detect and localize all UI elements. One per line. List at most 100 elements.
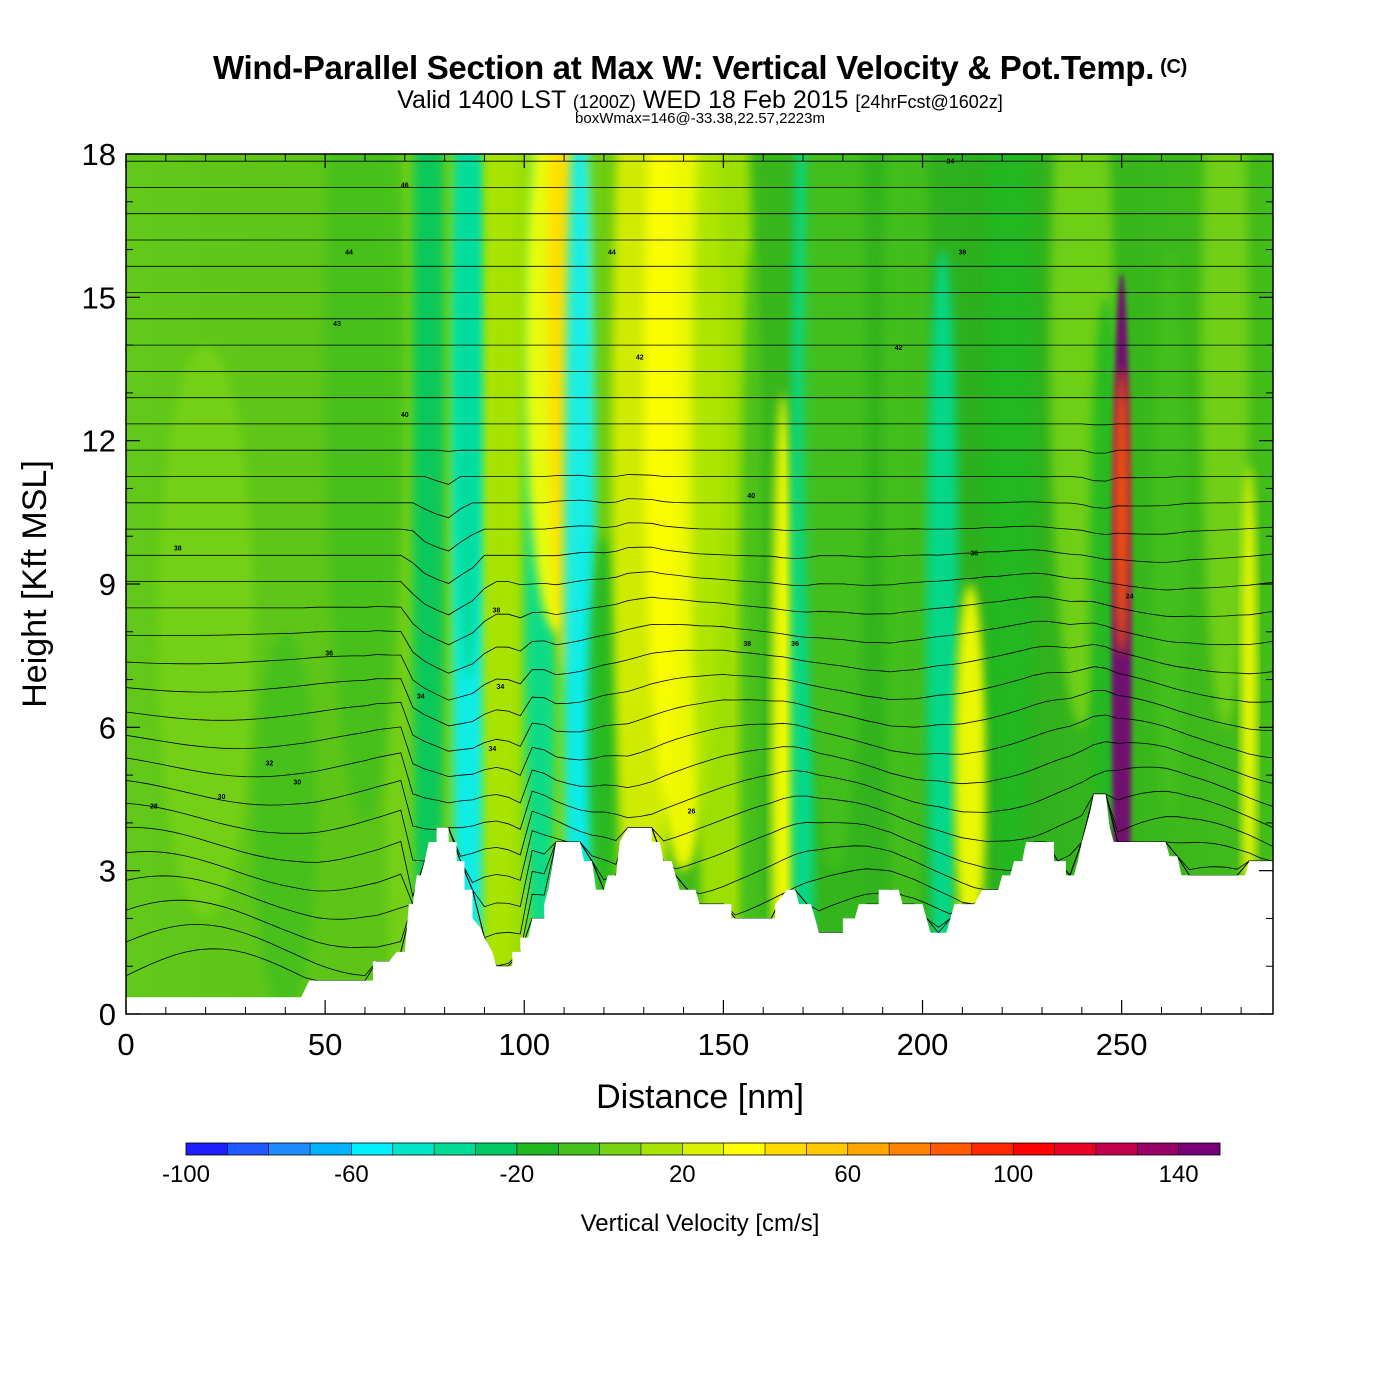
colorbar-tick-label: 100 <box>993 1161 1033 1188</box>
contour-label: 34 <box>417 694 425 701</box>
velocity-cell-9 <box>587 536 620 919</box>
y-tick-label: 9 <box>99 567 116 602</box>
x-tick-label: 100 <box>498 1027 550 1062</box>
contour-label: 36 <box>325 651 333 658</box>
colorbar: -100 -60 -20 20 60 100 140 <box>162 1142 1221 1188</box>
theta-contour-20 <box>126 449 1273 454</box>
colorbar-swatch <box>599 1143 642 1155</box>
theta-contour-12 <box>126 643 1273 701</box>
theta-contour-14 <box>126 596 1273 646</box>
velocity-cell-14 <box>771 393 796 1014</box>
velocity-cell-1 <box>412 154 445 1014</box>
colorbar-swatch <box>889 1143 931 1155</box>
colorbar-swatch <box>971 1143 1014 1155</box>
colorbar-swatch <box>682 1143 724 1155</box>
y-axis-label: Height [Kft MSL] <box>16 460 54 708</box>
terrain-mask <box>126 794 1273 1014</box>
contour-label: 44 <box>345 249 353 256</box>
contour-label: 38 <box>492 608 500 615</box>
contour-label: 46 <box>401 182 409 189</box>
theta-contour-6 <box>126 790 1273 862</box>
y-tick-label: 3 <box>99 854 116 889</box>
theta-contour-17 <box>126 522 1273 552</box>
colorbar-swatch <box>806 1143 849 1155</box>
velocity-cell-24 <box>1113 369 1130 656</box>
velocity-cell-8 <box>564 154 596 1014</box>
x-tick-label: 0 <box>117 1027 134 1062</box>
colorbar-tick-label: -60 <box>334 1161 369 1188</box>
x-tick-label: 200 <box>897 1027 949 1062</box>
contour-label: 38 <box>743 641 751 648</box>
contour-label: 28 <box>150 804 158 811</box>
theta-contour-11 <box>126 666 1273 727</box>
theta-contour-16 <box>126 546 1273 584</box>
colorbar-swatch <box>1178 1143 1221 1155</box>
velocity-cell-12 <box>691 154 756 1014</box>
x-axis-label: Distance [nm] <box>596 1078 804 1116</box>
valid-time: Valid 1400 LST (1200Z) WED 18 Feb 2015 [… <box>397 86 1003 114</box>
contour-label: 34 <box>947 159 955 166</box>
colorbar-swatch <box>1013 1143 1055 1155</box>
colorbar-swatch <box>516 1143 559 1155</box>
colorbar-swatch <box>475 1143 518 1155</box>
contour-label: 40 <box>747 493 755 500</box>
colorbar-swatch <box>186 1143 228 1155</box>
colorbar-tick-label: 60 <box>834 1161 861 1188</box>
x-tick-label: 250 <box>1096 1027 1148 1062</box>
theta-contour-9 <box>126 714 1273 778</box>
contour-label: 44 <box>608 249 616 256</box>
contour-label: 30 <box>293 780 301 787</box>
theta-contour-8 <box>126 741 1273 804</box>
colorbar-swatch <box>558 1143 600 1155</box>
x-tick-label: 50 <box>308 1027 342 1062</box>
velocity-cell-25 <box>1153 249 1186 823</box>
y-tick-label: 6 <box>99 710 116 745</box>
velocity-cell-29 <box>253 631 318 1014</box>
contour-label: 42 <box>636 354 644 361</box>
colorbar-swatch <box>227 1143 270 1155</box>
chart-title-block: Wind-Parallel Section at Max W: Vertical… <box>0 48 1400 126</box>
contour-label: 24 <box>1126 593 1134 600</box>
y-tick-label: 0 <box>99 997 116 1032</box>
colorbar-tick-label: -100 <box>162 1161 210 1188</box>
contour-label: 38 <box>958 249 966 256</box>
theta-contour-15 <box>126 571 1273 616</box>
theta-contour-13 <box>126 620 1273 674</box>
contour-label: 36 <box>791 641 799 648</box>
colorbar-swatch <box>1095 1143 1138 1155</box>
velocity-cell-18 <box>926 249 959 1014</box>
contour-label: 42 <box>895 345 903 352</box>
colorbar-swatch <box>351 1143 394 1155</box>
contour-label: 26 <box>688 808 696 815</box>
colorbar-swatch <box>310 1143 352 1155</box>
colorbar-swatch <box>1137 1143 1179 1155</box>
colorbar-label: Vertical Velocity [cm/s] <box>581 1210 820 1237</box>
colorbar-swatch <box>930 1143 973 1155</box>
contour-label: 38 <box>174 546 182 553</box>
contour-label: 34 <box>496 684 504 691</box>
velocity-cell-27 <box>1241 464 1258 943</box>
colorbar-swatch <box>392 1143 435 1155</box>
velocity-cell-26 <box>1201 154 1250 728</box>
colorbar-swatch <box>1054 1143 1097 1155</box>
plot-area: 46 44 44 43 42 42 40 40 38 38 38 36 36 36 34 34 34 32 30 30… <box>126 154 1273 1014</box>
theta-contour-18 <box>126 498 1273 519</box>
y-tick-label: 12 <box>82 424 116 459</box>
colorbar-swatch <box>268 1143 311 1155</box>
theta-contour-10 <box>126 690 1273 752</box>
colorbar-swatch <box>640 1143 683 1155</box>
contour-label: 36 <box>970 550 978 557</box>
velocity-cell-13 <box>739 249 764 1014</box>
colorbar-swatch <box>723 1143 766 1155</box>
velocity-cell-4 <box>484 154 517 1014</box>
chart-title: Wind-Parallel Section at Max W: Vertical… <box>213 49 1187 86</box>
colorbar-swatch <box>434 1143 476 1155</box>
contour-label: 43 <box>333 321 341 328</box>
y-tick-label: 18 <box>82 137 116 172</box>
colorbar-tick-label: -20 <box>500 1161 535 1188</box>
contour-label: 34 <box>489 746 497 753</box>
box-info: boxWmax=146@-33.38,22.57,2223m <box>575 110 825 127</box>
velocity-cell-19 <box>954 584 987 967</box>
theta-contour-19 <box>126 474 1273 485</box>
